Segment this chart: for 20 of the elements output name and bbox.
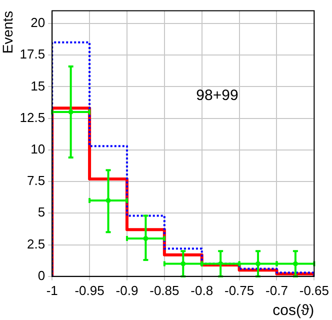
x-tick-label: -1 [46,282,58,298]
annotation: 98+99 [196,86,238,104]
x-tick-label: -0.65 [299,282,330,298]
y-tick-label: 12.5 [20,110,46,125]
x-tick-label: -0.75 [224,282,254,298]
y-tick-label: 15 [30,78,46,94]
y-tick-label: 10 [30,142,46,156]
x-tick-label: -0.85 [150,282,180,298]
y-axis-title: Events [0,10,16,54]
x-tick-label: -0.9 [116,282,138,298]
x-tick-label: -0.8 [190,282,214,298]
x-axis-title: cos(ϑ) [272,302,314,320]
y-tick-label: 20 [30,15,46,30]
y-tick-label: 5 [38,204,46,220]
y-tick-label: 0 [38,268,46,283]
x-tick-label: -0.7 [266,282,288,298]
y-tick-label: 7.5 [27,173,46,188]
y-tick-label: 17.5 [20,46,46,62]
y-tick-label: 2.5 [27,236,46,252]
x-tick-label: -0.95 [74,282,104,298]
